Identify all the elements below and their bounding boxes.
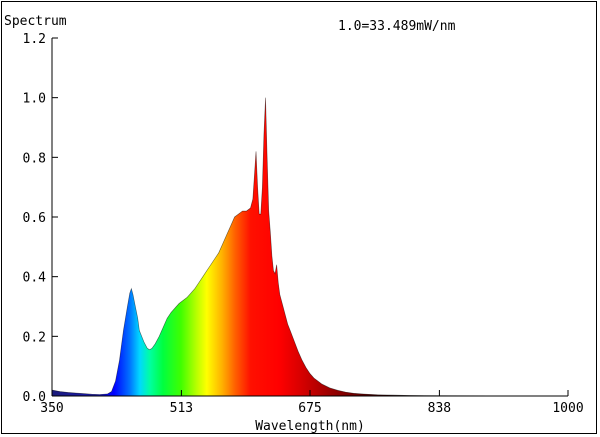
x-tick-label: 513: [170, 401, 193, 416]
y-ticks: 0.0 0.2 0.4 0.6 0.8 1.0 1.2: [23, 32, 58, 405]
x-tick-label: 675: [298, 401, 321, 416]
chart-title: Spectrum: [4, 14, 67, 29]
y-tick-label: 1.0: [23, 92, 46, 107]
y-tick-label: 0.4: [23, 271, 47, 286]
y-tick-label: 1.2: [23, 32, 46, 47]
spectrum-area: [52, 97, 568, 397]
y-tick-label: 0.0: [23, 390, 46, 405]
y-tick-label: 0.6: [23, 211, 46, 226]
x-ticks: 350 513 675 838 1000: [40, 390, 584, 416]
x-tick-label: 1000: [552, 401, 583, 416]
x-tick-label: 350: [40, 401, 63, 416]
chart-annotation: 1.0=33.489mW/nm: [338, 19, 456, 34]
x-axis-label: Wavelength(nm): [255, 419, 365, 434]
spectrum-line: [51, 97, 569, 397]
y-tick-label: 0.8: [23, 151, 46, 166]
y-tick-label: 0.2: [23, 330, 46, 345]
x-tick-label: 838: [428, 401, 451, 416]
